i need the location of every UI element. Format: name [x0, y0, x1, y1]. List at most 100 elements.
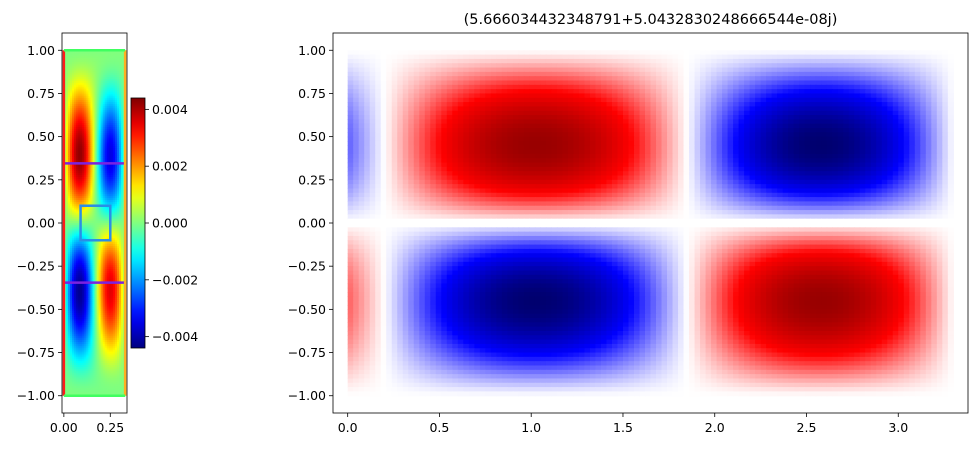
- heatmap-cell: [114, 173, 118, 176]
- heatmap-cell: [84, 175, 87, 178]
- heatmap-cell: [80, 88, 83, 92]
- heatmap-cell: [106, 324, 110, 328]
- heatmap-cell: [106, 192, 110, 195]
- heatmap-cell: [112, 173, 116, 176]
- heatmap-cell: [102, 232, 106, 236]
- heatmap-cell: [80, 192, 83, 195]
- heatmap-cell: [65, 169, 69, 172]
- heatmap-cell: [98, 94, 102, 97]
- heatmap-cell: [86, 240, 89, 243]
- heatmap-cell: [104, 305, 108, 309]
- heatmap-cell: [106, 134, 110, 138]
- heatmap-cell: [121, 223, 124, 226]
- heatmap-cell: [65, 107, 69, 111]
- heatmap-cell: [84, 130, 87, 134]
- heatmap-cell: [86, 155, 89, 159]
- heatmap-cell: [86, 336, 89, 339]
- heatmap-cell: [106, 100, 110, 103]
- heatmap-cell: [96, 157, 100, 161]
- heatmap-cell: [88, 65, 92, 69]
- heatmap-cell: [74, 307, 77, 310]
- heatmap-cell: [108, 278, 112, 282]
- heatmap-cell: [82, 309, 85, 312]
- heatmap-cell: [84, 340, 87, 343]
- heatmap-cell: [65, 88, 69, 92]
- heatmap-cell: [116, 102, 120, 105]
- heatmap-cell: [74, 263, 77, 266]
- heatmap-cell: [67, 92, 71, 96]
- heatmap-cell: [114, 324, 118, 328]
- heatmap-cell: [86, 163, 89, 167]
- heatmap-cell: [112, 171, 116, 174]
- heatmap-cell: [84, 86, 87, 90]
- heatmap-cell: [114, 236, 118, 239]
- heatmap-cell: [98, 90, 102, 94]
- heatmap-cell: [106, 155, 110, 159]
- heatmap-cell: [119, 301, 122, 305]
- heatmap-cell: [112, 84, 116, 88]
- heatmap-cell: [90, 115, 94, 119]
- heatmap-cell: [110, 77, 114, 80]
- heatmap-cell: [94, 167, 98, 170]
- heatmap-cell: [110, 113, 114, 117]
- heatmap-cell: [80, 276, 83, 280]
- heatmap-cell: [112, 299, 116, 303]
- heatmap-cell: [86, 184, 89, 188]
- heatmap-cell: [86, 150, 89, 153]
- heatmap-cell: [84, 92, 87, 96]
- heatmap-cell: [65, 355, 69, 358]
- heatmap-cell: [90, 259, 94, 262]
- heatmap-cell: [121, 79, 124, 82]
- heatmap-cell: [86, 69, 89, 72]
- heatmap-cell: [76, 299, 79, 303]
- heatmap-cell: [86, 165, 89, 168]
- heatmap-cell: [82, 247, 85, 251]
- heatmap-cell: [102, 359, 106, 362]
- heatmap-cell: [106, 115, 110, 119]
- heatmap-cell: [82, 71, 85, 74]
- heatmap-cell: [100, 244, 104, 247]
- left-heatmap-panel: 1.000.750.500.250.00−0.25−0.50−0.75−1.00…: [17, 32, 128, 435]
- heatmap-cell: [106, 317, 110, 320]
- heatmap-cell: [100, 80, 104, 84]
- heatmap-cell: [108, 113, 112, 117]
- heatmap-cell: [80, 272, 83, 276]
- heatmap-cell: [96, 86, 100, 90]
- heatmap-cell: [92, 140, 96, 143]
- heatmap-cell: [102, 127, 106, 130]
- heatmap-cell: [72, 176, 75, 180]
- heatmap-cell: [84, 284, 87, 287]
- heatmap-cell: [104, 94, 108, 97]
- heatmap-cell: [96, 341, 100, 345]
- heatmap-cell: [110, 207, 114, 211]
- heatmap-cell: [92, 163, 96, 167]
- heatmap-cell: [82, 61, 85, 65]
- heatmap-cell: [116, 79, 120, 82]
- heatmap-cell: [65, 117, 69, 120]
- heatmap-cell: [80, 347, 83, 351]
- heatmap-cell: [80, 246, 83, 249]
- heatmap-cell: [121, 328, 124, 332]
- heatmap-cell: [116, 247, 120, 251]
- heatmap-cell: [114, 336, 118, 339]
- heatmap-cell: [110, 320, 114, 324]
- heatmap-cell: [108, 198, 112, 201]
- heatmap-cell: [82, 104, 85, 107]
- heatmap-cell: [86, 246, 89, 249]
- heatmap-cell: [102, 322, 106, 326]
- heatmap-cell: [72, 107, 75, 111]
- heatmap-cell: [112, 199, 116, 203]
- heatmap-cell: [69, 219, 73, 222]
- heatmap-cell: [67, 75, 71, 78]
- heatmap-cell: [98, 165, 102, 168]
- heatmap-cell: [114, 272, 118, 276]
- heatmap-cell: [114, 198, 118, 201]
- heatmap-cell: [78, 61, 81, 65]
- heatmap-cell: [76, 90, 79, 94]
- heatmap-cell: [108, 65, 112, 69]
- heatmap-cell: [78, 128, 81, 132]
- heatmap-cell: [106, 215, 110, 218]
- heatmap-cell: [112, 353, 116, 357]
- heatmap-cell: [88, 167, 92, 170]
- heatmap-cell: [119, 219, 122, 222]
